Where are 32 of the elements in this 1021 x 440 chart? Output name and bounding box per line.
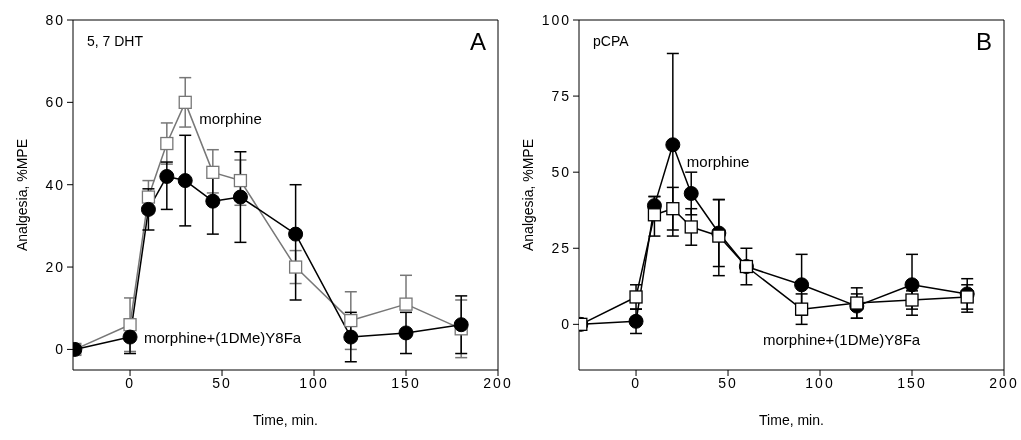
x-tick-label: 50 bbox=[212, 374, 232, 391]
y-tick-label: 75 bbox=[551, 88, 571, 105]
y-tick-label: 60 bbox=[45, 94, 65, 111]
x-axis-title: Time, min. bbox=[253, 412, 318, 428]
y-tick-label: 25 bbox=[551, 240, 571, 257]
y-tick-label: 40 bbox=[45, 176, 65, 193]
x-tick-label: 100 bbox=[299, 374, 329, 391]
x-tick-label: 0 bbox=[125, 374, 135, 391]
chart-title: B bbox=[975, 28, 992, 55]
chart-title: A bbox=[469, 28, 486, 55]
y-axis-title: Analgesia, %MPE bbox=[13, 138, 30, 252]
series-label: morphine+(1DMe)Y8Fa bbox=[144, 329, 302, 347]
x-tick-label: 0 bbox=[631, 374, 641, 391]
y-tick-label: 80 bbox=[45, 11, 65, 28]
series-label: morphine bbox=[199, 110, 262, 128]
series-label: morphine+(1DMe)Y8Fa bbox=[763, 331, 921, 349]
x-tick-label: 200 bbox=[483, 374, 513, 391]
x-tick-label: 150 bbox=[897, 374, 927, 391]
x-tick-label: 150 bbox=[391, 374, 421, 391]
x-tick-label: 100 bbox=[805, 374, 835, 391]
x-axis-title: Time, min. bbox=[759, 412, 824, 428]
y-tick-label: 50 bbox=[551, 164, 571, 181]
y-tick-label: 0 bbox=[561, 316, 571, 333]
series-label: morphine bbox=[686, 152, 750, 170]
annotation: 5, 7 DHT bbox=[87, 33, 144, 49]
x-tick-label: 200 bbox=[989, 374, 1019, 391]
y-tick-label: 100 bbox=[541, 11, 571, 28]
x-tick-label: 50 bbox=[718, 374, 738, 391]
y-tick-label: 0 bbox=[55, 341, 65, 358]
y-tick-label: 20 bbox=[45, 259, 65, 276]
annotation: pCPA bbox=[593, 33, 630, 49]
y-axis-title: Analgesia, %MPE bbox=[519, 138, 536, 252]
